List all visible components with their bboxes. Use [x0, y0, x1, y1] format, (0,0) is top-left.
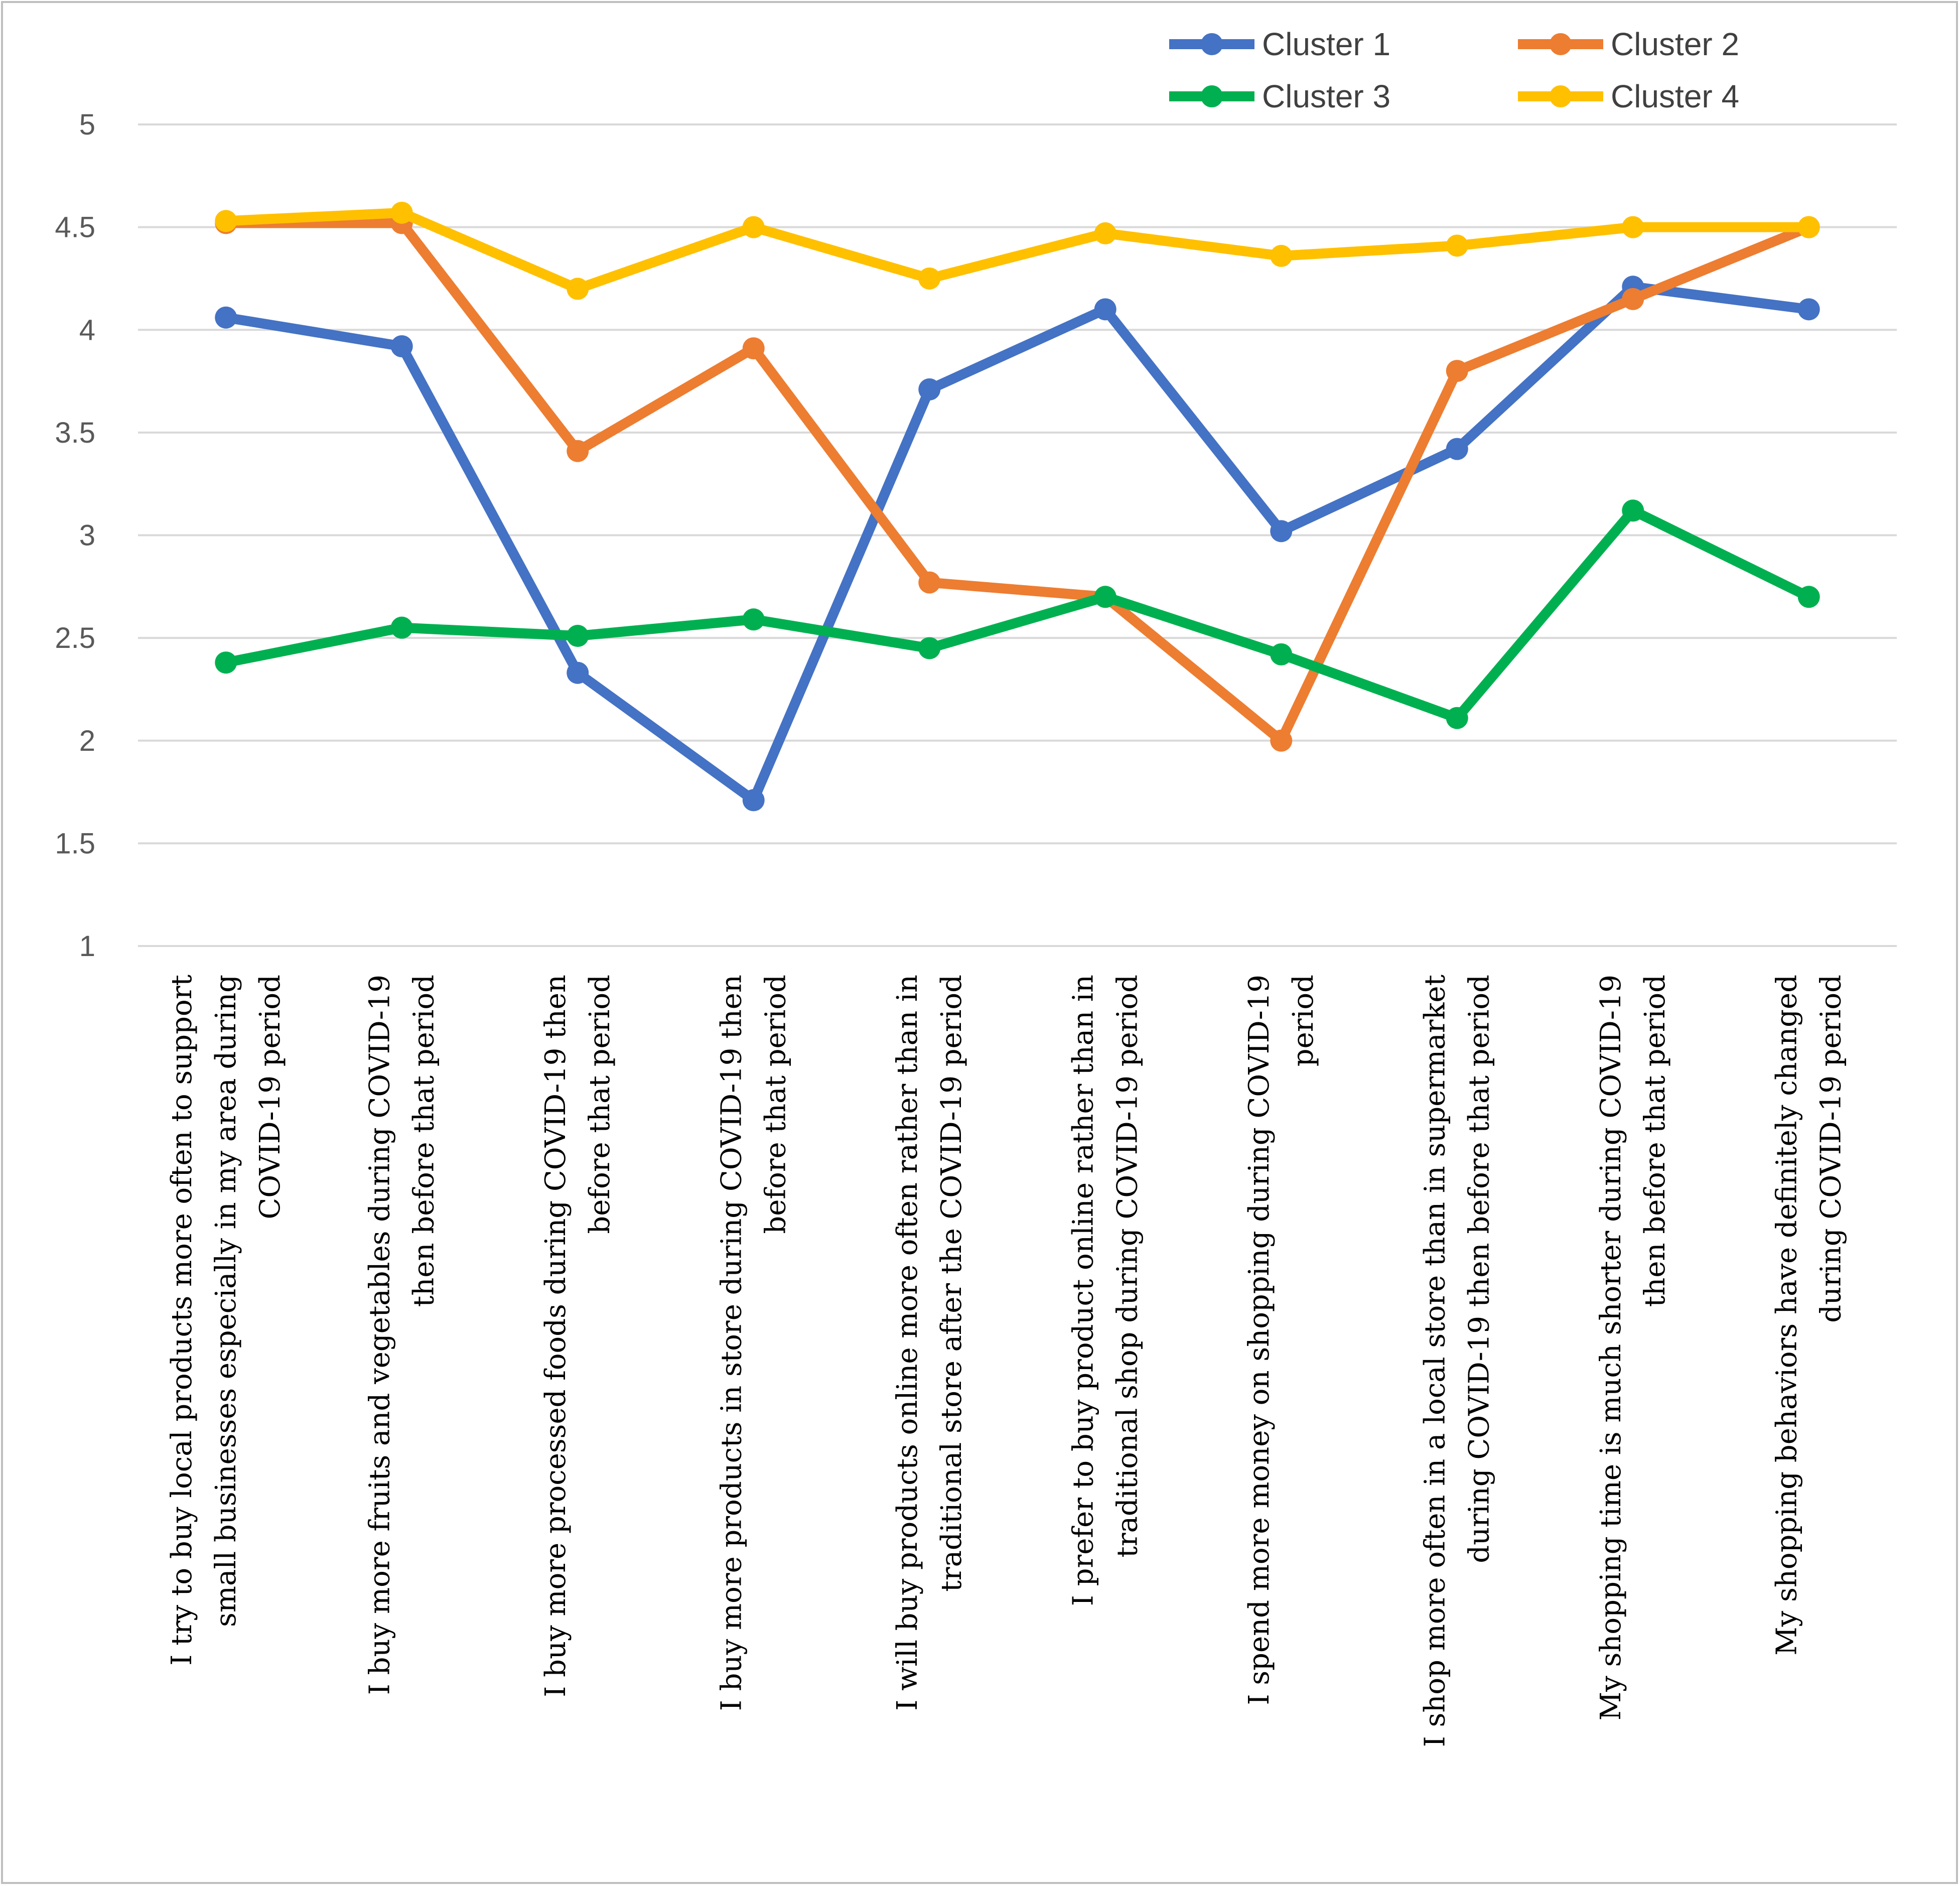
data-point-cluster-1 — [1446, 438, 1468, 460]
data-point-cluster-2 — [742, 337, 765, 360]
legend-item-cluster-1: Cluster 1 — [1169, 26, 1390, 62]
data-point-cluster-3 — [918, 637, 941, 659]
series-line-cluster-1 — [221, 282, 1814, 805]
data-point-cluster-3 — [567, 625, 589, 647]
category-label-line: traditional shop during COVID-19 period — [1111, 975, 1144, 1558]
data-point-cluster-3 — [1446, 707, 1468, 729]
legend-item-cluster-2: Cluster 2 — [1518, 26, 1739, 62]
legend-label: Cluster 3 — [1262, 78, 1390, 114]
category-label-line: then before that period — [1639, 975, 1671, 1307]
data-point-cluster-4 — [567, 278, 589, 300]
legend-marker — [1201, 33, 1223, 55]
legend-item-cluster-4: Cluster 4 — [1518, 78, 1739, 114]
category-label-2: I buy more fruits and vegetables during … — [363, 975, 440, 1695]
data-point-cluster-3 — [215, 651, 237, 674]
data-point-cluster-3 — [1797, 586, 1820, 608]
legend-label: Cluster 2 — [1611, 26, 1739, 62]
category-label-line: before that period — [584, 975, 616, 1234]
data-point-cluster-4 — [1094, 222, 1116, 244]
category-label-line: My shopping time is much shorter during … — [1595, 975, 1627, 1720]
category-label-3: I buy more processed foods during COVID-… — [539, 975, 616, 1697]
category-label-5: I will buy products online more often ra… — [891, 975, 968, 1711]
category-label-line: COVID-19 period — [254, 975, 287, 1219]
data-point-cluster-4 — [215, 210, 237, 232]
category-label-line: My shopping behaviors have definitely ch… — [1770, 975, 1803, 1656]
data-point-cluster-4 — [390, 201, 413, 224]
y-tick-label: 4.5 — [55, 211, 95, 244]
category-label-line: I prefer to buy product online rather th… — [1067, 975, 1099, 1606]
category-label-7: I spend more money on shopping during CO… — [1243, 975, 1320, 1705]
legend-marker — [1550, 85, 1572, 107]
data-point-cluster-2 — [567, 440, 589, 462]
category-label-8: I shop more often in a local store than … — [1419, 975, 1495, 1747]
data-point-cluster-1 — [1094, 298, 1116, 321]
category-label-line: I spend more money on shopping during CO… — [1243, 975, 1276, 1705]
data-point-cluster-4 — [742, 216, 765, 238]
series-line-cluster-3 — [221, 505, 1814, 723]
data-point-cluster-4 — [1622, 216, 1644, 238]
category-label-line: I buy more fruits and vegetables during … — [363, 975, 396, 1695]
y-tick-label: 4 — [79, 314, 95, 346]
data-point-cluster-2 — [1622, 288, 1644, 310]
legend-marker — [1550, 33, 1572, 55]
category-label-10: My shopping behaviors have definitely ch… — [1770, 975, 1847, 1656]
data-point-cluster-4 — [1446, 234, 1468, 257]
data-point-cluster-4 — [918, 267, 941, 290]
series-line-cluster-2 — [221, 218, 1814, 746]
data-point-cluster-1 — [215, 306, 237, 329]
data-point-cluster-1 — [567, 661, 589, 684]
legend-item-cluster-3: Cluster 3 — [1169, 78, 1390, 114]
category-label-line: during COVID-19 period — [1814, 975, 1847, 1323]
data-point-cluster-1 — [918, 378, 941, 400]
y-tick-label: 2.5 — [55, 622, 95, 654]
category-label-line: before that period — [759, 975, 792, 1234]
category-label-6: I prefer to buy product online rather th… — [1067, 975, 1144, 1606]
series-line-cluster-4 — [221, 207, 1814, 294]
category-label-1: I try to buy local products more often t… — [166, 975, 287, 1666]
y-tick-label: 3 — [79, 519, 95, 552]
data-point-cluster-3 — [1094, 586, 1116, 608]
data-point-cluster-2 — [1270, 729, 1293, 752]
y-tick-label: 5 — [79, 108, 95, 141]
category-label-line: I try to buy local products more often t… — [166, 975, 198, 1666]
data-point-cluster-3 — [390, 616, 413, 639]
category-label-line: I will buy products online more often ra… — [891, 975, 924, 1711]
category-label-line: period — [1287, 975, 1320, 1066]
y-tick-label: 1 — [79, 930, 95, 963]
data-point-cluster-2 — [1446, 360, 1468, 382]
category-label-line: I shop more often in a local store than … — [1419, 975, 1451, 1747]
category-label-line: during COVID-19 then before that period — [1463, 975, 1495, 1563]
category-label-4: I buy more products in store during COVI… — [715, 975, 792, 1711]
data-point-cluster-1 — [1797, 298, 1820, 321]
category-label-line: I buy more processed foods during COVID-… — [539, 975, 572, 1697]
data-point-cluster-1 — [390, 335, 413, 357]
y-tick-label: 3.5 — [55, 417, 95, 449]
category-label-9: My shopping time is much shorter during … — [1595, 975, 1671, 1720]
category-label-line: small businesses especially in my area d… — [210, 975, 242, 1627]
data-point-cluster-1 — [742, 789, 765, 812]
data-point-cluster-4 — [1270, 244, 1293, 267]
legend-marker — [1201, 85, 1223, 107]
legend-label: Cluster 1 — [1262, 26, 1390, 62]
legend-label: Cluster 4 — [1611, 78, 1739, 114]
data-point-cluster-3 — [742, 608, 765, 631]
data-point-cluster-3 — [1270, 643, 1293, 665]
category-label-line: then before that period — [407, 975, 440, 1307]
data-point-cluster-2 — [918, 571, 941, 594]
category-label-line: traditional store after the COVID-19 per… — [935, 975, 968, 1592]
data-point-cluster-4 — [1797, 216, 1820, 238]
category-label-line: I buy more products in store during COVI… — [715, 975, 748, 1711]
data-point-cluster-1 — [1270, 520, 1293, 543]
y-tick-label: 2 — [79, 725, 95, 757]
data-point-cluster-3 — [1622, 499, 1644, 522]
y-tick-label: 1.5 — [55, 827, 95, 860]
